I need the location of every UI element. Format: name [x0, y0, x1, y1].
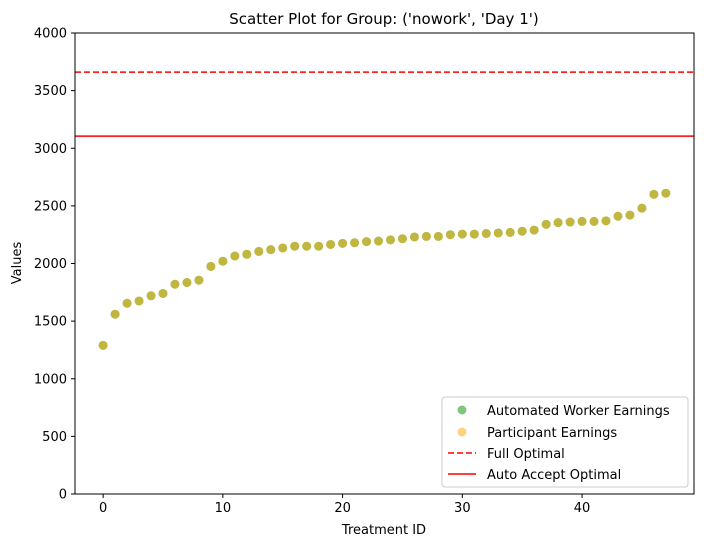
legend-label-full-optimal: Full Optimal: [487, 447, 565, 462]
point-series-1-47: [661, 188, 671, 198]
y-tick-label: 1000: [34, 372, 67, 387]
y-tick-label: 4000: [34, 27, 67, 42]
x-tick-label: 40: [574, 501, 591, 516]
point-series-1-2: [122, 298, 132, 308]
point-series-1-41: [589, 216, 599, 226]
legend-box: [441, 396, 689, 488]
point-series-1-32: [481, 229, 491, 239]
chart-title: Scatter Plot for Group: ('nowork', 'Day …: [229, 10, 538, 28]
y-tick-label: 500: [42, 430, 67, 445]
point-series-1-6: [170, 279, 180, 289]
point-series-1-28: [433, 231, 443, 241]
x-axis-title: Treatment ID: [341, 523, 426, 538]
y-axis: 0 500 1000 1500 2000 2500 3000 3500 4000: [34, 27, 75, 503]
point-series-1-1: [110, 309, 120, 319]
legend-label-auto-accept: Auto Accept Optimal: [487, 468, 621, 483]
point-series-1-44: [625, 210, 635, 220]
point-series-1-3: [134, 296, 144, 306]
point-series-1-33: [493, 228, 503, 238]
point-series-1-19: [326, 239, 336, 249]
point-series-1-38: [553, 218, 563, 228]
point-series-1-40: [577, 216, 587, 226]
y-tick-label: 0: [59, 488, 67, 503]
y-tick-label: 3500: [34, 84, 67, 99]
point-series-1-20: [338, 238, 348, 248]
point-series-1-14: [266, 245, 276, 255]
y-axis-title: Values: [10, 242, 25, 285]
point-series-1-15: [278, 243, 288, 253]
point-series-1-43: [613, 211, 623, 221]
point-series-1-18: [314, 241, 324, 251]
point-series-1-8: [194, 275, 204, 285]
scatter-points: [98, 188, 671, 350]
point-series-1-27: [421, 231, 431, 241]
x-tick-label: 0: [99, 501, 107, 516]
x-tick-label: 20: [334, 501, 351, 516]
point-series-1-29: [445, 230, 455, 240]
point-series-1-22: [362, 237, 372, 247]
point-series-1-25: [397, 234, 407, 244]
point-series-1-46: [649, 189, 659, 199]
point-series-1-11: [230, 251, 240, 261]
point-series-1-9: [206, 261, 216, 271]
point-series-1-5: [158, 288, 168, 298]
point-series-1-35: [517, 226, 527, 236]
point-series-1-31: [469, 229, 479, 239]
y-tick-label: 3000: [34, 142, 67, 157]
point-series-1-30: [457, 229, 467, 239]
y-tick-label: 2500: [34, 199, 67, 214]
point-series-1-26: [409, 232, 419, 242]
legend-marker-automated: [457, 405, 467, 415]
point-series-1-34: [505, 227, 515, 237]
point-series-1-16: [290, 241, 300, 251]
legend-marker-participant: [457, 427, 467, 437]
point-series-1-13: [254, 246, 264, 256]
point-series-1-24: [385, 235, 395, 245]
point-series-1-17: [302, 241, 312, 251]
x-axis: 0 10 20 30 40: [99, 494, 590, 516]
y-tick-label: 1500: [34, 315, 67, 330]
legend-label-participant: Participant Earnings: [487, 426, 617, 441]
point-series-1-39: [565, 217, 575, 227]
point-series-1-37: [541, 219, 551, 229]
x-tick-label: 30: [454, 501, 471, 516]
point-series-1-45: [637, 203, 647, 213]
legend: Automated Worker Earnings Participant Ea…: [441, 396, 689, 488]
point-series-1-21: [350, 238, 360, 248]
point-series-1-12: [242, 249, 252, 259]
point-series-1-36: [529, 225, 539, 235]
point-series-1-23: [374, 236, 384, 246]
point-series-1-10: [218, 256, 228, 266]
point-series-1-42: [601, 216, 611, 226]
point-series-1-7: [182, 278, 192, 288]
reference-lines: [75, 71, 694, 137]
point-series-1-0: [98, 340, 108, 350]
x-tick-label: 10: [215, 501, 232, 516]
y-tick-label: 2000: [34, 257, 67, 272]
point-series-1-4: [146, 291, 156, 301]
legend-label-automated: Automated Worker Earnings: [487, 404, 670, 419]
